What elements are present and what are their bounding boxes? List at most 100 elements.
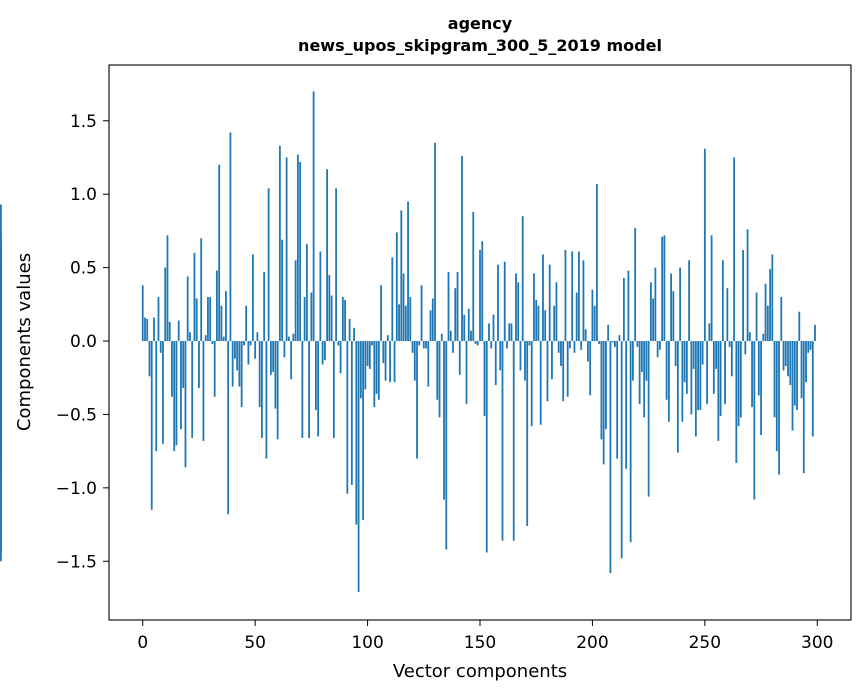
bar bbox=[573, 341, 576, 353]
bar bbox=[431, 298, 434, 342]
bar bbox=[436, 341, 439, 400]
bar bbox=[470, 330, 472, 342]
bar bbox=[629, 341, 632, 543]
bar bbox=[189, 332, 191, 342]
x-axis-label: Vector components bbox=[393, 661, 567, 682]
bar bbox=[168, 321, 171, 342]
bar bbox=[216, 270, 218, 342]
bar bbox=[353, 327, 355, 342]
bar bbox=[787, 341, 789, 377]
bar bbox=[240, 341, 243, 408]
bar bbox=[177, 320, 180, 342]
bar bbox=[148, 341, 151, 377]
bar bbox=[661, 236, 664, 342]
bar bbox=[391, 257, 394, 342]
bar bbox=[796, 341, 798, 411]
bar bbox=[427, 341, 430, 387]
bar bbox=[227, 341, 230, 515]
bar bbox=[746, 229, 749, 342]
bar bbox=[207, 296, 209, 342]
bar bbox=[607, 324, 610, 342]
y-tick-label: 0.0 bbox=[70, 332, 97, 352]
bar bbox=[805, 341, 807, 383]
bar bbox=[292, 333, 295, 342]
bar bbox=[656, 341, 659, 358]
bar bbox=[238, 341, 241, 387]
bar bbox=[368, 341, 371, 369]
bar bbox=[488, 323, 490, 342]
bar bbox=[195, 298, 198, 342]
bar bbox=[339, 341, 342, 374]
bar bbox=[730, 341, 733, 377]
bar bbox=[757, 341, 760, 396]
bar bbox=[330, 295, 333, 342]
bar bbox=[733, 157, 735, 342]
bar bbox=[418, 341, 421, 346]
bar bbox=[634, 227, 637, 342]
bar bbox=[323, 341, 326, 361]
bar bbox=[245, 305, 248, 342]
bar bbox=[479, 250, 481, 342]
bar bbox=[580, 341, 583, 350]
bar bbox=[377, 341, 380, 400]
bar bbox=[413, 341, 416, 381]
bar bbox=[171, 341, 173, 397]
bar bbox=[697, 341, 699, 411]
bar bbox=[501, 341, 504, 541]
bar bbox=[180, 341, 182, 430]
bar bbox=[211, 341, 214, 344]
bar bbox=[198, 341, 200, 389]
bar bbox=[811, 341, 814, 437]
bar bbox=[569, 341, 571, 349]
y-tick-label: −1.0 bbox=[56, 479, 97, 499]
bar bbox=[454, 288, 457, 342]
bar bbox=[735, 341, 738, 463]
bar bbox=[384, 341, 387, 381]
bar bbox=[674, 341, 677, 366]
bar bbox=[652, 298, 655, 342]
bar bbox=[658, 341, 661, 350]
bar bbox=[366, 341, 369, 366]
bar bbox=[382, 341, 385, 364]
bar bbox=[346, 341, 349, 494]
bar bbox=[0, 341, 2, 562]
bar bbox=[701, 341, 704, 365]
bar bbox=[764, 283, 767, 342]
bar bbox=[640, 341, 643, 372]
bar bbox=[362, 341, 364, 521]
bar bbox=[506, 341, 508, 349]
bar bbox=[508, 323, 511, 342]
bar bbox=[636, 341, 639, 347]
bar bbox=[620, 341, 623, 559]
bar bbox=[692, 341, 695, 369]
y-tick-label: −0.5 bbox=[56, 405, 97, 425]
x-tick-label: 250 bbox=[689, 633, 721, 653]
bar bbox=[144, 317, 146, 342]
x-tick-label: 150 bbox=[464, 633, 496, 653]
bar bbox=[598, 341, 601, 344]
bar bbox=[209, 296, 212, 342]
bar bbox=[703, 148, 706, 342]
bar bbox=[449, 330, 452, 342]
bar bbox=[627, 270, 630, 342]
bar bbox=[281, 239, 284, 342]
bar bbox=[555, 282, 558, 342]
bar bbox=[771, 254, 774, 342]
bar bbox=[717, 341, 720, 441]
x-tick-label: 50 bbox=[244, 633, 266, 653]
bar bbox=[649, 282, 652, 342]
bar bbox=[326, 169, 328, 342]
bar bbox=[537, 305, 540, 342]
bar bbox=[784, 341, 787, 366]
bar bbox=[681, 341, 684, 422]
bar bbox=[434, 142, 436, 342]
bar bbox=[499, 341, 502, 371]
bar bbox=[364, 341, 367, 390]
bar bbox=[591, 289, 594, 342]
bar bbox=[344, 299, 346, 342]
bar bbox=[456, 272, 459, 342]
bar bbox=[312, 91, 315, 342]
bar bbox=[742, 250, 744, 342]
bar bbox=[530, 341, 533, 427]
